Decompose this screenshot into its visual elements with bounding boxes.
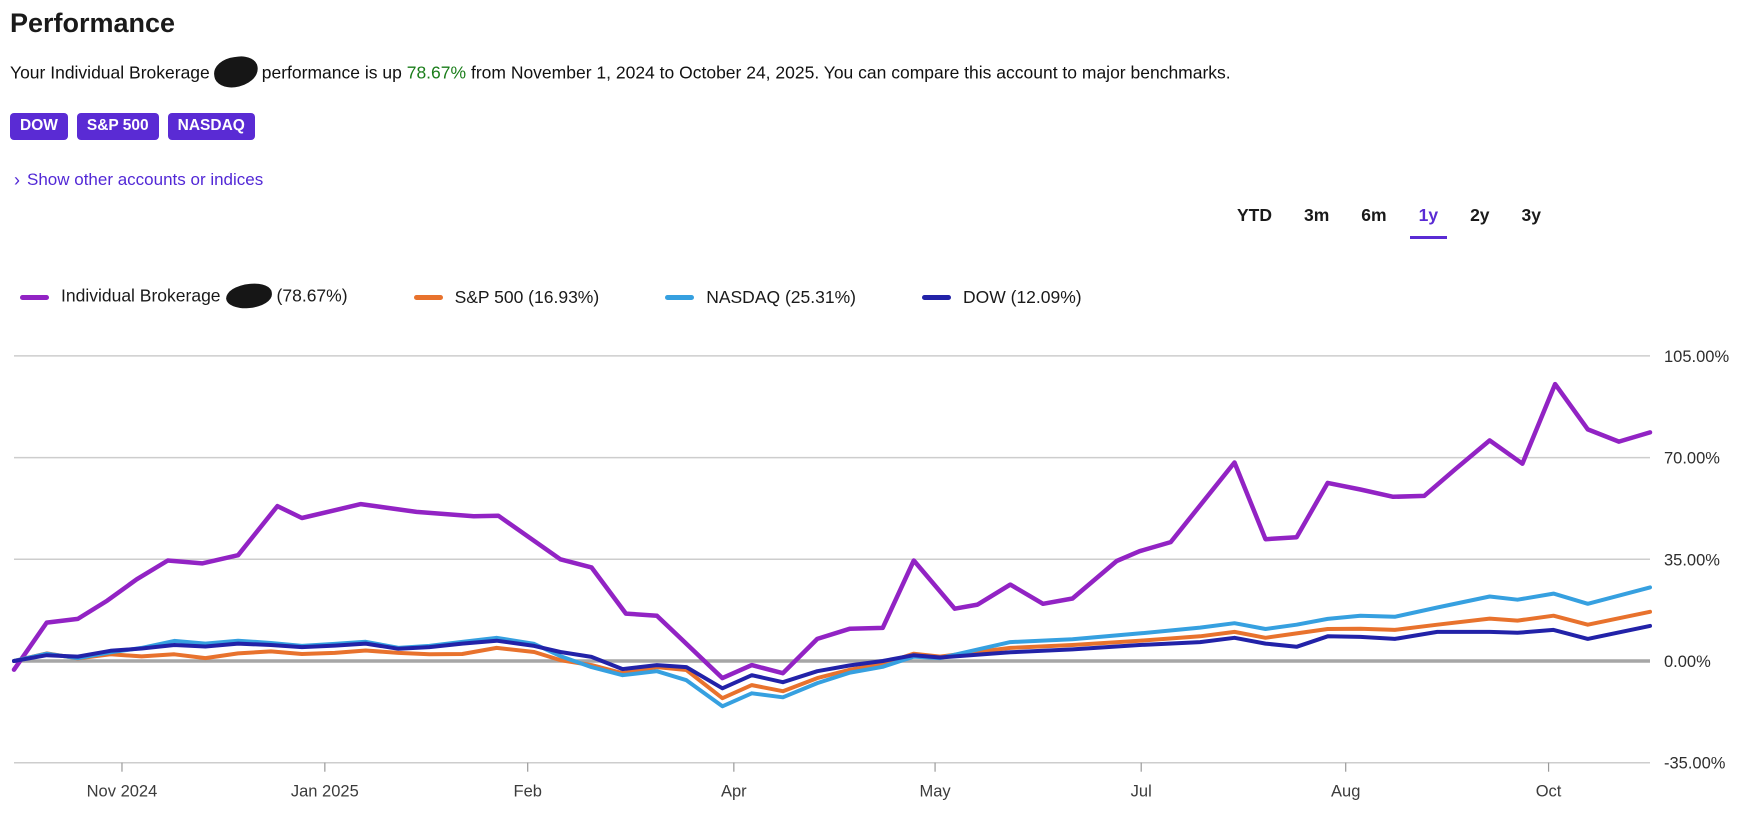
intro-gain-percent: 78.67% xyxy=(406,62,467,83)
y-axis-label: 0.00% xyxy=(1664,653,1711,671)
dow-line-swatch xyxy=(921,294,951,300)
chart-gridlines xyxy=(14,355,1650,764)
series-line-individual xyxy=(11,381,1653,681)
tab-6m[interactable]: 6m xyxy=(1361,205,1387,225)
redacted-account-number xyxy=(212,54,260,90)
legend-brokerage-label: Individual Brokerage (78.67%) xyxy=(61,282,348,310)
performance-chart: Nov 2024 Jan 2025 Feb Apr May Jul Aug Oct 105.0… xyxy=(11,348,1729,801)
tab-2y[interactable]: 2y xyxy=(1470,205,1490,225)
y-axis-label: 35.00% xyxy=(1664,551,1720,569)
series-line-nasdaq xyxy=(12,585,1652,709)
brokerage-line-swatch xyxy=(20,294,49,300)
legend-dow-label: DOW (12.09%) xyxy=(962,286,1082,307)
legend-nasdaq-label: NASDAQ (25.31%) xyxy=(706,286,856,307)
tab-3y[interactable]: 3y xyxy=(1521,205,1541,225)
series-line-sp xyxy=(12,609,1652,701)
legend-sp500-label: S&P 500 (16.93%) xyxy=(454,286,600,307)
tab-ytd[interactable]: YTD xyxy=(1237,205,1272,225)
intro-text: Your Individual Brokerage performance is … xyxy=(10,54,1231,91)
x-axis-label: Jul xyxy=(1131,783,1152,801)
x-axis-label: Aug xyxy=(1331,783,1360,801)
y-axis-label: -35.00% xyxy=(1664,755,1726,773)
chevron-right-icon: › xyxy=(14,169,20,190)
x-axis-label: Nov 2024 xyxy=(87,783,158,801)
y-axis-label: 70.00% xyxy=(1664,450,1720,468)
chart-x-axis: Nov 2024 Jan 2025 Feb Apr May Jul Aug Oct xyxy=(87,762,1562,801)
page-title: Performance xyxy=(10,8,176,38)
chart-legend: Individual Brokerage (78.67%) S&P 500 (16… xyxy=(20,282,1082,310)
x-axis-label: Jan 2025 xyxy=(291,783,359,801)
x-axis-label: Apr xyxy=(721,783,747,801)
x-axis-label: Feb xyxy=(513,783,541,801)
chart-y-axis-labels: 105.00% 70.00% 35.00% 0.00% -35.00% xyxy=(1664,348,1729,773)
intro-pre: Your Individual Brokerage xyxy=(10,62,210,83)
tab-3m[interactable]: 3m xyxy=(1304,205,1330,225)
chart-series-lines xyxy=(11,381,1653,709)
sp500-line-swatch xyxy=(413,294,443,300)
nasdaq-line-swatch xyxy=(665,294,695,300)
intro-mid: performance is up xyxy=(261,62,402,83)
series-line-dow xyxy=(12,623,1652,691)
dow-button[interactable]: DOW xyxy=(10,113,68,140)
x-axis-label: May xyxy=(919,783,951,801)
legend-item-sp500[interactable]: S&P 500 (16.93%) xyxy=(413,286,600,308)
intro-post: from November 1, 2024 to October 24, 202… xyxy=(470,62,1231,83)
tab-1y[interactable]: 1y xyxy=(1409,201,1448,239)
legend-item-dow[interactable]: DOW (12.09%) xyxy=(921,286,1082,308)
legend-item-brokerage[interactable]: Individual Brokerage (78.67%) xyxy=(20,282,348,310)
legend-item-nasdaq[interactable]: NASDAQ (25.31%) xyxy=(665,287,856,308)
show-other-accounts-link[interactable]: › Show other accounts or indices xyxy=(14,170,263,190)
nasdaq-button[interactable]: NASDAQ xyxy=(167,113,255,140)
y-axis-label: 105.00% xyxy=(1664,348,1729,366)
x-axis-label: Oct xyxy=(1536,783,1562,801)
sp500-button[interactable]: S&P 500 xyxy=(76,113,159,140)
time-range-tabs: YTD 3m 6m 1y 2y 3y xyxy=(1228,201,1550,239)
benchmark-buttons: DOW S&P 500 NASDAQ xyxy=(10,113,255,140)
show-other-accounts-label: Show other accounts or indices xyxy=(27,170,264,189)
